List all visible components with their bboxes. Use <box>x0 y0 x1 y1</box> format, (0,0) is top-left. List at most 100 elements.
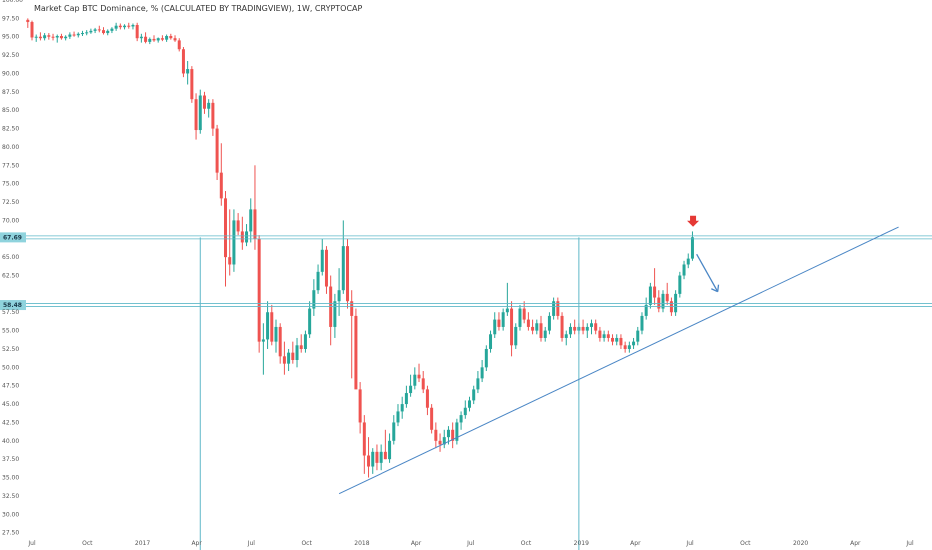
x-tick-label: 2020 <box>793 540 808 547</box>
candle-down <box>451 429 455 441</box>
candle-up <box>661 293 665 309</box>
candle-up <box>442 437 446 445</box>
candle-down <box>278 326 282 357</box>
candle-down <box>211 102 215 129</box>
candle-up <box>287 352 291 364</box>
candle-up <box>93 29 97 31</box>
projection-arrow <box>696 253 719 292</box>
candle-up <box>446 429 450 438</box>
candle-up <box>232 220 236 265</box>
candle-down <box>177 40 181 50</box>
candle-down <box>611 337 615 342</box>
candle-up <box>493 319 497 335</box>
candle-up <box>455 422 459 441</box>
candle-down <box>194 99 198 131</box>
candle-up <box>85 32 89 34</box>
down-arrow-icon <box>687 215 700 227</box>
y-tick-label: 75.00 <box>2 181 19 188</box>
candle-down <box>497 319 501 327</box>
candle-up <box>106 30 110 34</box>
candle-up <box>379 451 383 463</box>
candle-up <box>34 36 38 38</box>
candle-up <box>678 275 682 294</box>
candle-down <box>299 345 303 349</box>
y-tick-label: 95.00 <box>2 34 19 41</box>
candle-down <box>430 407 434 430</box>
candle-up <box>316 271 320 291</box>
candle-down <box>619 337 623 346</box>
candle-down <box>72 34 76 36</box>
y-tick-label: 27.50 <box>2 530 19 537</box>
candle-up <box>674 293 678 313</box>
candle-down <box>215 128 219 173</box>
y-tick-label: 32.50 <box>2 493 19 500</box>
overlay-layer: 67.69 58.48 <box>0 215 932 550</box>
candle-up <box>198 95 202 131</box>
candle-down <box>173 38 177 41</box>
y-tick-label: 50.00 <box>2 364 19 371</box>
candle-up <box>535 323 539 331</box>
y-tick-label: 30.00 <box>2 511 19 518</box>
candle-down <box>282 356 286 364</box>
candle-up <box>686 258 690 265</box>
x-tick-label: Oct <box>521 540 532 547</box>
chart-title: Market Cap BTC Dominance, % (CALCULATED … <box>34 4 363 13</box>
candle-up <box>80 33 84 35</box>
candle-down <box>97 29 101 31</box>
candle-up <box>274 326 278 342</box>
candle-down <box>270 312 274 342</box>
candle-up <box>489 334 493 349</box>
candle-down <box>127 25 131 27</box>
candle-up <box>543 330 547 338</box>
candle-up <box>64 36 68 39</box>
candle-up <box>123 25 127 28</box>
candle-up <box>627 345 631 349</box>
candle-down <box>102 30 106 34</box>
x-tick-label: Oct <box>82 540 93 547</box>
candle-up <box>333 301 337 327</box>
y-axis: 100.00 97.50 95.00 92.50 90.00 87.50 85.00 82.5… <box>2 0 23 537</box>
candle-up <box>396 411 400 423</box>
y-tick-label: 92.50 <box>2 52 19 59</box>
candle-down <box>556 301 560 316</box>
candle-down <box>425 389 429 408</box>
candle-down <box>573 326 577 331</box>
candle-up <box>648 286 652 305</box>
candle-down <box>59 36 63 39</box>
candle-down <box>135 24 139 39</box>
candle-up <box>640 315 644 331</box>
candle-up <box>207 102 211 109</box>
candle-up <box>110 28 114 31</box>
candle-down <box>253 209 257 239</box>
candle-up <box>480 367 484 379</box>
candle-down <box>594 323 598 331</box>
y-tick-label: 77.50 <box>2 162 19 169</box>
x-tick-label: Jul <box>466 540 475 547</box>
level-badge <box>0 300 26 311</box>
candle-up <box>131 24 135 27</box>
candle-up <box>89 30 93 33</box>
candle-down <box>522 308 526 320</box>
candle-down <box>190 69 194 100</box>
candle-up <box>501 312 505 327</box>
level-badge-label: 67.69 <box>3 234 22 241</box>
candle-down <box>26 19 30 23</box>
x-tick-label: Apr <box>411 540 422 547</box>
candle-up <box>463 407 467 416</box>
candle-up <box>156 38 160 41</box>
candle-down <box>202 95 206 109</box>
candle-up <box>165 36 169 40</box>
y-tick-label: 87.50 <box>2 89 19 96</box>
candle-up <box>261 339 265 342</box>
candle-down <box>257 238 261 342</box>
candle-up <box>484 348 488 368</box>
candle-up <box>505 308 509 313</box>
x-tick-label: 2018 <box>354 540 369 547</box>
candle-down <box>160 38 164 40</box>
candle-up <box>602 334 606 338</box>
candle-down <box>30 22 34 38</box>
candle-up <box>76 33 80 36</box>
x-tick-label: Jul <box>247 540 256 547</box>
candle-down <box>224 198 228 258</box>
